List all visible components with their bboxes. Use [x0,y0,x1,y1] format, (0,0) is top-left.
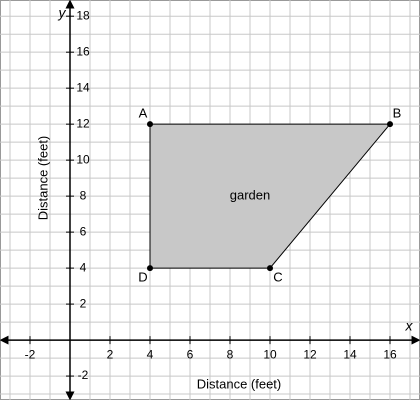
x-tick-label: 4 [147,347,154,361]
vertex [147,265,153,272]
x-tick-label: 12 [303,347,317,361]
y-tick-label: 14 [76,80,90,94]
vertex-label: C [273,270,282,285]
vertex-label: D [138,270,147,285]
vertex [147,121,153,128]
x-axis-name: x [405,318,414,334]
x-tick-label: 2 [107,347,114,361]
y-tick-label: 12 [76,116,90,130]
x-tick-label: -2 [25,347,36,361]
y-tick-label: 8 [80,188,87,202]
x-tick-label: 10 [263,347,277,361]
x-axis-title: Distance (feet) [197,376,282,391]
x-tick-label: 16 [383,347,397,361]
y-tick-label: 2 [80,296,87,310]
vertex-label: B [393,106,402,121]
vertex [267,265,273,272]
region-label: garden [230,188,270,203]
x-tick-label: 14 [343,347,357,361]
vertex [387,121,393,128]
y-tick-label: 18 [76,8,90,22]
y-tick-label: -2 [78,368,89,382]
y-tick-label: 10 [76,152,90,166]
y-axis-name: y [58,5,67,21]
y-axis-title: Distance (feet) [35,136,50,221]
x-tick-label: 6 [187,347,194,361]
vertex-label: A [139,106,148,121]
y-tick-label: 16 [76,44,90,58]
y-tick-label: 4 [80,260,87,274]
x-tick-label: 8 [227,347,234,361]
y-tick-label: 6 [80,224,87,238]
